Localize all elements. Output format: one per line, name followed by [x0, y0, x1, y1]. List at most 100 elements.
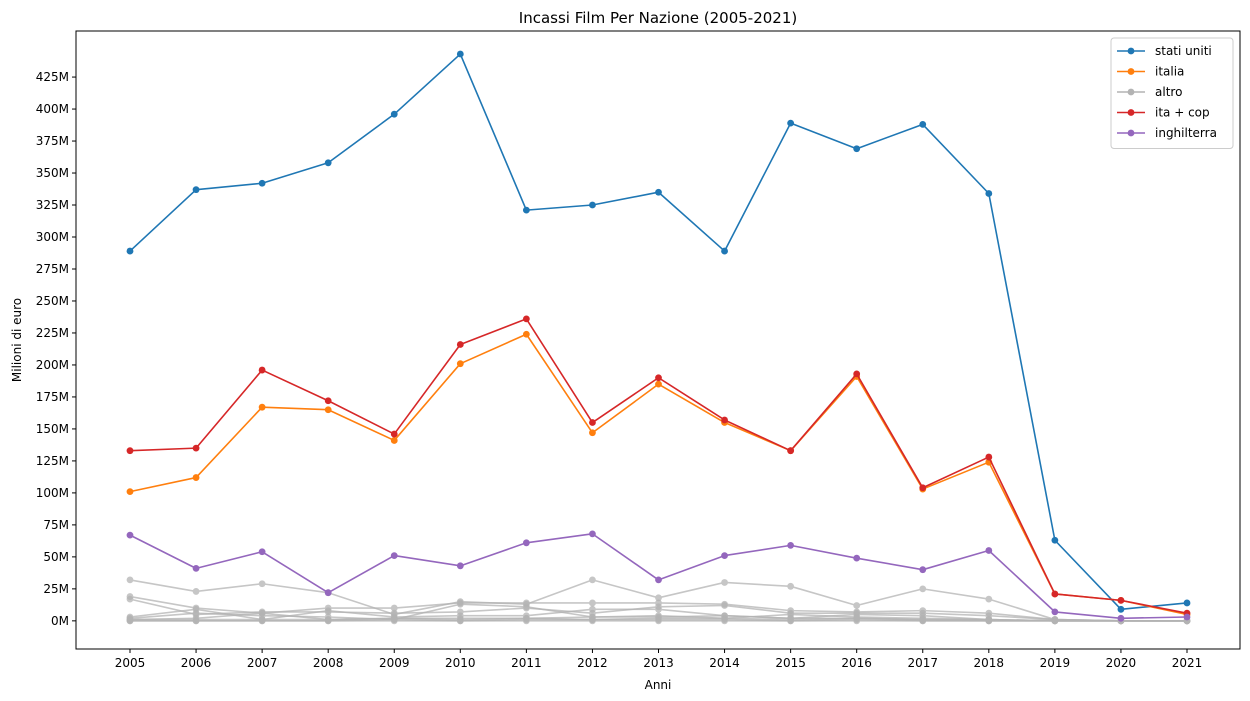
x-tick-label: 2016 — [841, 656, 872, 670]
chart-title: Incassi Film Per Nazione (2005-2021) — [519, 9, 797, 27]
x-tick-label: 2008 — [313, 656, 344, 670]
legend-swatch-marker — [1127, 47, 1135, 55]
series-inghilterra-point — [1183, 613, 1191, 621]
y-tick-label: 275M — [36, 262, 69, 276]
y-axis-label: Milioni di euro — [10, 298, 24, 382]
series-altro-3-point — [589, 605, 596, 613]
series-altro-4-point — [192, 609, 200, 617]
x-tick-label: 2018 — [974, 656, 1005, 670]
y-tick-label: 200M — [36, 358, 69, 372]
series-ita-cop-point — [390, 430, 398, 438]
series-inghilterra-point — [390, 552, 398, 559]
y-tick-label: 400M — [36, 102, 69, 116]
series-ita-cop-point — [522, 315, 530, 323]
series-inghilterra-point — [787, 541, 795, 549]
legend-item: stati uniti — [1117, 44, 1212, 58]
legend-label: italia — [1155, 65, 1184, 79]
series-altro-8-point — [126, 617, 134, 625]
legend-item: altro — [1117, 85, 1182, 99]
y-tick-label: 425M — [36, 70, 69, 84]
series-altro-8-point — [985, 617, 993, 625]
series-altro-8 — [126, 617, 1191, 625]
y-tick-label: 375M — [36, 134, 69, 148]
series-italia — [126, 330, 1191, 618]
x-tick-label: 2021 — [1172, 656, 1203, 670]
x-axis: 2005 2006 2007 2008 2009 2010 2011 2012 2013 2014… — [115, 649, 1203, 670]
series-altro-2-point — [126, 595, 134, 603]
series-italia-point — [522, 330, 530, 338]
series-stati-uniti-point — [522, 206, 530, 214]
series-inghilterra-point — [258, 548, 266, 556]
series-inghilterra-point — [589, 530, 596, 538]
series-altro-1-point — [589, 599, 596, 607]
series-altro-3-point — [324, 607, 332, 615]
legend-swatch-marker — [1127, 109, 1135, 116]
legend-item: ita + cop — [1117, 106, 1210, 120]
x-tick-label: 2017 — [907, 656, 938, 670]
y-tick-label: 75M — [43, 518, 69, 532]
legend-item: inghilterra — [1117, 126, 1217, 140]
y-tick-label: 125M — [36, 454, 69, 468]
series-altro-4-point — [456, 600, 464, 608]
series-stati-uniti-point — [655, 188, 662, 196]
series-altro-2-point — [721, 602, 728, 609]
series-altro-8-point — [589, 617, 596, 625]
series-inghilterra-point — [655, 576, 662, 584]
series-altro-0-point — [192, 588, 200, 595]
series-ita-cop-point — [589, 419, 596, 426]
series-altro-0-point — [787, 582, 795, 590]
series-inghilterra-point — [1051, 608, 1059, 616]
series-altro-3-point — [655, 605, 662, 613]
legend-swatch-marker — [1127, 88, 1135, 96]
series-ita-cop-point — [126, 447, 134, 455]
series-ita-cop-point — [192, 444, 200, 452]
series-altro-8-point — [919, 617, 927, 625]
series-italia-point — [258, 403, 266, 411]
y-axis: 0M 25M 50M 75M 100M 125M 150M 175M 200M 225M 250M 2… — [36, 70, 76, 628]
series-inghilterra-point — [1117, 614, 1125, 622]
series-stati-uniti-point — [853, 145, 861, 153]
series-altro-0-point — [258, 580, 266, 588]
y-tick-label: 325M — [36, 198, 69, 212]
series-stati-uniti-point — [258, 179, 266, 187]
y-tick-label: 350M — [36, 166, 69, 180]
legend-label: stati uniti — [1155, 44, 1212, 58]
series-stati-uniti-point — [324, 159, 332, 167]
series-altro-8-point — [324, 617, 332, 625]
series-altro-5-point — [258, 609, 266, 617]
series-inghilterra-point — [192, 564, 200, 572]
y-tick-label: 0M — [51, 614, 69, 628]
x-tick-label: 2012 — [577, 656, 608, 670]
series-italia-point — [126, 488, 134, 496]
legend-box — [1110, 37, 1234, 149]
series-italia-point — [589, 429, 596, 437]
series-altro-4-point — [522, 603, 530, 611]
y-tick-label: 175M — [36, 390, 69, 404]
series-stati-uniti-point — [985, 190, 993, 197]
x-tick-label: 2014 — [709, 656, 740, 670]
series-stati-uniti-point — [126, 247, 134, 255]
legend-swatch-marker — [1127, 68, 1135, 75]
x-tick-label: 2009 — [379, 656, 410, 670]
series-stati-uniti-point — [1051, 536, 1059, 544]
series-ita-cop-point — [1051, 590, 1059, 598]
series-stati-uniti — [126, 50, 1191, 613]
series-inghilterra-point — [985, 547, 993, 554]
series-italia-point — [655, 380, 662, 388]
series-stati-uniti-point — [192, 186, 200, 194]
series-stati-uniti-point — [1117, 605, 1125, 613]
series-altro-0-point — [721, 579, 728, 586]
series-stati-uniti-point — [456, 50, 464, 58]
series-stati-uniti-point — [919, 121, 927, 128]
series-altro-0-point — [655, 594, 662, 602]
y-tick-label: 300M — [36, 230, 69, 244]
series-inghilterra-point — [324, 589, 332, 597]
y-tick-label: 150M — [36, 422, 69, 436]
plot-frame — [75, 30, 1241, 650]
legend: stati uniti italia altro ita + cop inghilter… — [1110, 37, 1234, 149]
series-altro-0-point — [589, 576, 596, 584]
series-ita-cop — [126, 315, 1191, 617]
series-ita-cop-point — [919, 484, 927, 492]
plot-area — [126, 50, 1191, 625]
legend-label: altro — [1155, 85, 1182, 99]
